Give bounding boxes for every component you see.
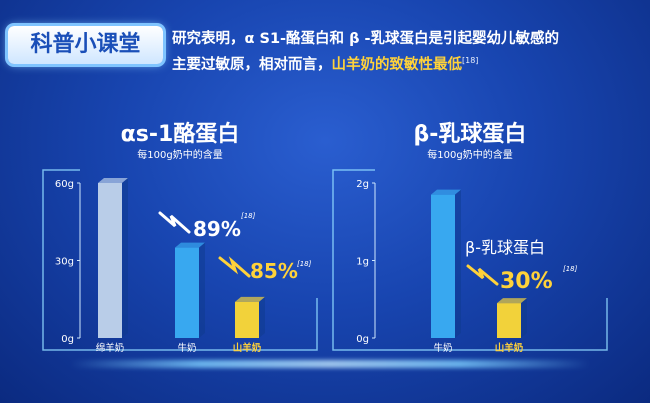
casein-pct-goat: 85% bbox=[250, 259, 298, 283]
down-arrow-icon bbox=[158, 211, 191, 234]
casein-frame bbox=[42, 169, 318, 351]
lactoglobulin-bar bbox=[497, 303, 521, 338]
casein-pct-goat-ref: [18] bbox=[297, 260, 312, 268]
lactoglobulin-pct-goat-ref: [18] bbox=[563, 265, 578, 273]
lactoglobulin-subtitle: 每100g奶中的含量 bbox=[427, 150, 513, 161]
casein-bar-top bbox=[235, 296, 265, 302]
casein-category-label: 山羊奶 bbox=[233, 342, 262, 354]
casein-bar-side bbox=[122, 177, 128, 339]
casein-bar-top bbox=[175, 242, 205, 248]
intro-line2: 主要过敏原，相对而言，山羊奶的致敏性最低[18] bbox=[172, 50, 642, 76]
casein-bar bbox=[98, 183, 122, 338]
lactoglobulin-category-label: 牛奶 bbox=[433, 342, 452, 354]
intro-line1: 研究表明，α S1-酪蛋白和 β -乳球蛋白是引起婴幼儿敏感的 bbox=[172, 31, 560, 47]
casein-pct-cow: 89% bbox=[193, 217, 241, 241]
lactoglobulin-panel: β-乳球蛋白 每100g奶中的含量 0g 1g 2g 牛奶 山羊奶 β-乳球蛋白 30% [1… bbox=[325, 108, 615, 358]
casein-panel: αs-1酪蛋白 每100g奶中的含量 0g 30g 60g 绵羊奶 牛奶 山羊奶 89% [1… bbox=[35, 108, 325, 358]
lactoglobulin-y-tick-label: 2g bbox=[356, 179, 369, 190]
casein-subtitle: 每100g奶中的含量 bbox=[137, 150, 223, 161]
lactoglobulin-bar-side bbox=[521, 298, 527, 339]
lactoglobulin-frame bbox=[332, 169, 608, 351]
casein-bar-top bbox=[98, 178, 128, 183]
casein-bar-side bbox=[199, 242, 205, 338]
casein-category-label: 牛奶 bbox=[177, 342, 196, 354]
down-arrow-icon bbox=[466, 264, 499, 286]
lactoglobulin-y-tick-label: 0g bbox=[356, 334, 369, 345]
topic-badge: 科普小课堂 bbox=[8, 26, 163, 64]
casein-y-tick-label: 60g bbox=[55, 179, 74, 190]
casein-title: αs-1酪蛋白 bbox=[120, 122, 240, 147]
intro-text: 研究表明，α S1-酪蛋白和 β -乳球蛋白是引起婴幼儿敏感的 主要过敏原，相对… bbox=[172, 28, 642, 76]
down-arrow-icon bbox=[218, 256, 251, 278]
floor-glow bbox=[70, 360, 590, 368]
casein-y-tick-label: 0g bbox=[61, 334, 74, 345]
lactoglobulin-bar-top bbox=[431, 189, 461, 195]
lactoglobulin-y-tick-label: 1g bbox=[356, 257, 369, 268]
intro-highlight: 山羊奶的致敏性最低 bbox=[331, 56, 463, 73]
casein-bar-side bbox=[259, 296, 265, 338]
lactoglobulin-category-label: 山羊奶 bbox=[495, 342, 524, 354]
lactoglobulin-annotation-label: β-乳球蛋白 bbox=[465, 238, 545, 257]
lactoglobulin-title: β-乳球蛋白 bbox=[413, 122, 527, 147]
casein-bar bbox=[175, 247, 199, 338]
lactoglobulin-chart: 0g 1g 2g 牛奶 山羊奶 β-乳球蛋白 30% [18] bbox=[332, 169, 608, 354]
casein-bar bbox=[235, 301, 259, 338]
lactoglobulin-pct-goat: 30% bbox=[500, 269, 553, 294]
casein-y-tick-label: 30g bbox=[55, 257, 74, 268]
lactoglobulin-bar bbox=[431, 194, 455, 338]
intro-ref: [18] bbox=[462, 56, 479, 65]
casein-category-label: 绵羊奶 bbox=[96, 342, 125, 354]
lactoglobulin-bar-top bbox=[497, 298, 527, 304]
lactoglobulin-bar-side bbox=[455, 189, 461, 339]
intro-line2-plain: 主要过敏原，相对而言， bbox=[172, 56, 332, 73]
casein-pct-cow-ref: [18] bbox=[241, 212, 256, 220]
